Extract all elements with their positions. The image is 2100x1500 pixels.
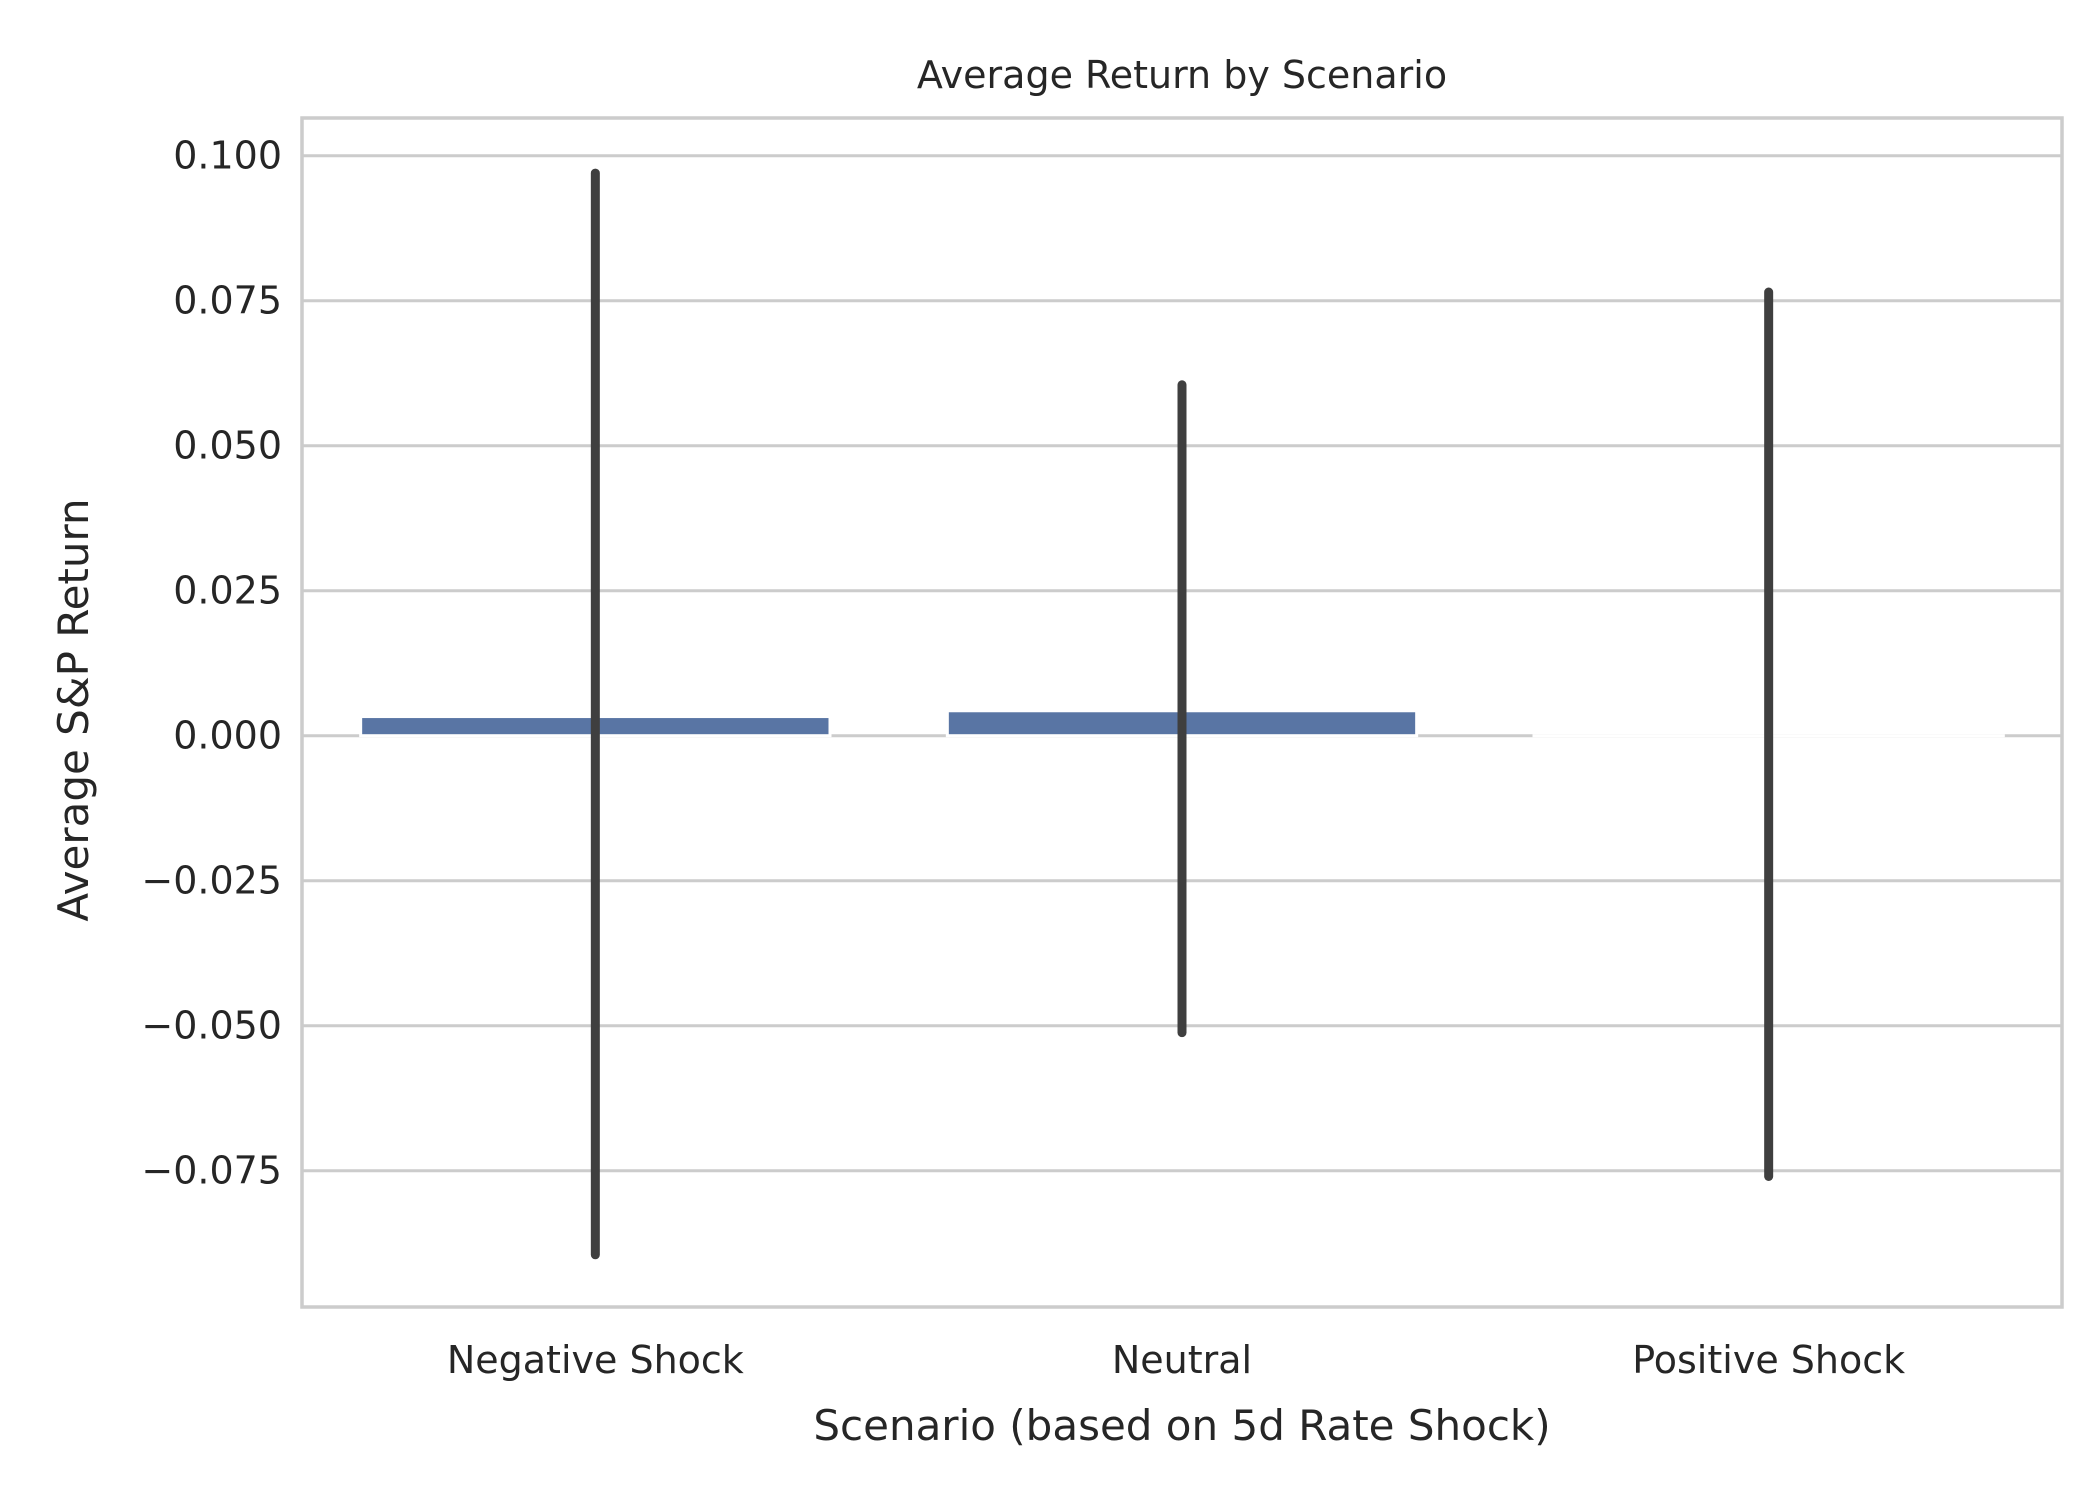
x-tick-label: Negative Shock bbox=[447, 1338, 744, 1382]
x-tick-labels: Negative Shock Neutral Positive Shock bbox=[447, 1338, 1905, 1382]
y-tick-label: 0.075 bbox=[173, 279, 282, 323]
error-bars bbox=[590, 168, 1774, 1260]
x-tick-label: Neutral bbox=[1112, 1338, 1252, 1382]
x-axis-label: Scenario (based on 5d Rate Shock) bbox=[813, 1401, 1550, 1450]
y-axis-label: Average S&P Return bbox=[49, 498, 98, 921]
y-tick-label: −0.025 bbox=[141, 859, 282, 903]
y-tick-label: −0.075 bbox=[141, 1149, 282, 1193]
y-tick-label: 0.100 bbox=[173, 134, 282, 178]
y-tick-label: 0.000 bbox=[173, 714, 282, 758]
y-tick-label: 0.050 bbox=[173, 424, 282, 468]
y-tick-label: 0.025 bbox=[173, 569, 282, 613]
plot-frame bbox=[300, 116, 2064, 1309]
chart-title: Average Return by Scenario bbox=[917, 53, 1447, 97]
y-tick-label: −0.050 bbox=[141, 1004, 282, 1048]
y-tick-labels: −0.075 −0.050 −0.025 0.000 0.025 0.050 0.075 0.… bbox=[141, 134, 282, 1193]
x-tick-label: Positive Shock bbox=[1632, 1338, 1905, 1382]
